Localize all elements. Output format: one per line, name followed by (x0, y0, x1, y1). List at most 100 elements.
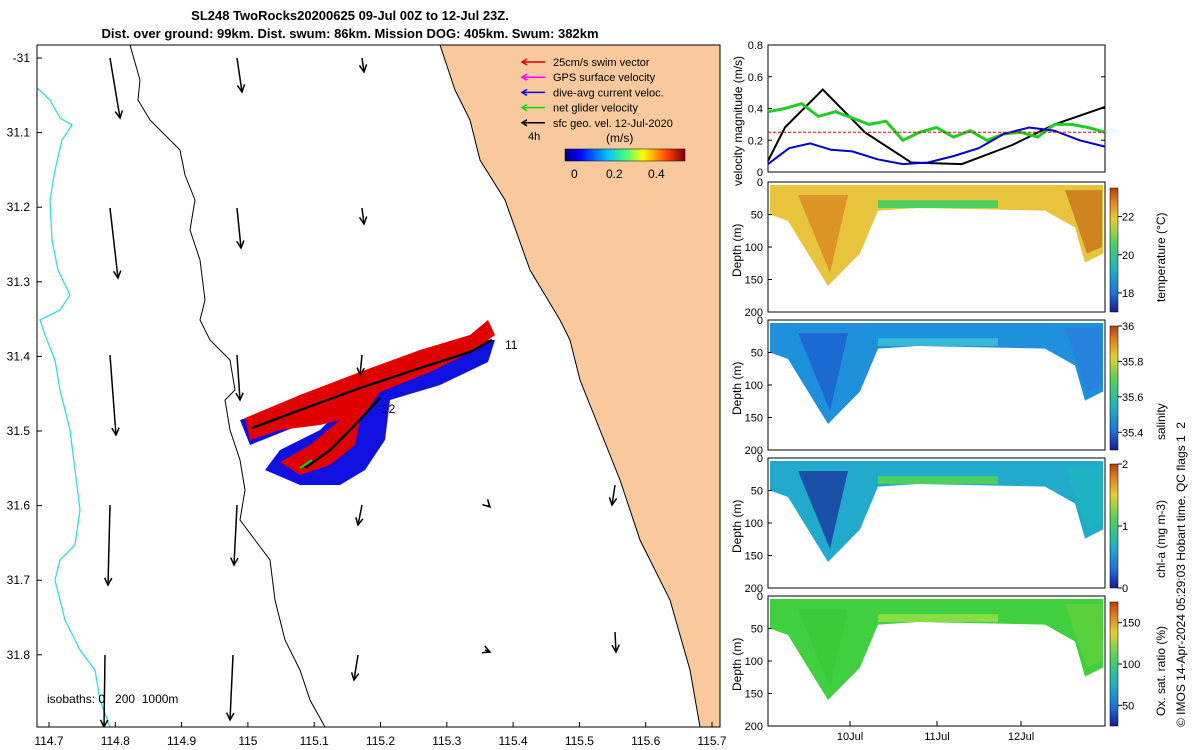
sfc-geo-arrow (103, 504, 113, 587)
speed-colorbar (564, 148, 686, 162)
latitude-axis: -31 31.1 31.2 31.3 31.4 31.5 31.6 31.7 31.8 (7, 51, 42, 662)
vel-ytick-label: 0.6 (748, 72, 763, 84)
sfc-geo-arrow (99, 654, 109, 727)
sfc-geo-arrow (608, 484, 618, 507)
sfc-geo-arrow (109, 57, 124, 120)
lat-tick-label: 31.7 (7, 573, 31, 587)
glider-path-line (251, 338, 493, 470)
day-label-11: 11 (505, 338, 518, 352)
lon-tick-label: 114.8 (101, 734, 130, 748)
sfc-geo-arrow (230, 504, 239, 567)
depth-tick-label: 150 (745, 275, 763, 287)
section-colorbar (1109, 463, 1119, 589)
section-panel-salinity: 0 50 100 150 200 Depth (m) 35.4 35.6 35.8 36 salin… (730, 315, 1168, 457)
colorbar-label: chl-a (mg m-3) (1154, 500, 1168, 578)
colorbar-tick-label: 100 (1122, 659, 1140, 671)
depth-tick-label: 100 (745, 656, 763, 668)
section-surface-band (878, 200, 998, 208)
time-tick-label: 10Jul (837, 731, 863, 743)
velocity-series-line (767, 88, 1106, 166)
velocity-series-line (767, 102, 1106, 143)
section-colorbar (1109, 601, 1119, 727)
depth-tick-label: 150 (745, 413, 763, 425)
scale-label-4h: 4h (528, 131, 540, 143)
sfc-geo-arrow (226, 654, 235, 722)
legend-arrowhead (520, 58, 528, 66)
isobath-1000m (37, 87, 111, 727)
sfc-geo-arrow (358, 57, 368, 74)
velocity-axes (767, 44, 1106, 173)
sfc-geo-arrow (235, 354, 244, 402)
colorbar-tick-label: 150 (1122, 618, 1140, 630)
colorbar-tick-label: 18 (1122, 288, 1134, 300)
lon-tick-label: 114.9 (167, 734, 196, 748)
lat-tick-label: -31 (13, 51, 31, 65)
figure-title-line2: Dist. over ground: 99km. Dist. swum: 86k… (101, 26, 599, 41)
colorbar-tick-label: 36 (1122, 321, 1134, 333)
depth-ylabel: Depth (m) (730, 500, 744, 553)
colorbar-tick-0: 0 (571, 167, 578, 181)
time-tick-label: 12Jul (1008, 731, 1034, 743)
lon-tick-label: 115.2 (366, 734, 395, 748)
section-core (798, 333, 848, 411)
lon-tick-label: 115.7 (697, 734, 726, 748)
section-colorbar (1109, 325, 1119, 451)
sfc-geo-arrow (356, 354, 365, 377)
day-label-12: 12 (382, 402, 396, 416)
depth-tick-label: 200 (745, 307, 763, 319)
depth-tick-label: 100 (745, 380, 763, 392)
vel-ytick-label: 0.2 (748, 135, 763, 147)
footer-credit: © IMOS 14-Apr-2024 05:29:03 Hobart time.… (1174, 422, 1188, 727)
section-panel-temperature: 0 50 100 150 200 Depth (m) 18 20 22 temperature (… (730, 177, 1168, 319)
velocity-ylabel: velocity magnitude (m/s) (731, 56, 745, 186)
colorbar-label: temperature (°C) (1154, 213, 1168, 303)
section-east-band (1065, 328, 1102, 392)
sfc-geo-velocity-arrows (99, 57, 620, 727)
legend-label: GPS surface velocity (553, 72, 656, 84)
velocity-panel: 0 0.2 0.4 0.6 0.8 velocity magnitude (m/s) (731, 40, 1106, 186)
depth-tick-label: 0 (757, 453, 763, 465)
lon-tick-label: 115 (238, 734, 257, 748)
sfc-geo-arrow (109, 354, 120, 437)
depth-tick-label: 100 (745, 242, 763, 254)
depth-tick-label: 200 (745, 445, 763, 457)
sfc-geo-arrow (236, 207, 245, 250)
section-surface-band (878, 476, 998, 484)
isobaths-label: isobaths: 0 200 1000m (47, 692, 178, 706)
depth-tick-label: 50 (751, 624, 763, 636)
colorbar-unit: (m/s) (606, 131, 633, 145)
sfc-geo-arrow (236, 57, 246, 94)
colorbar-tick-label: 35.6 (1122, 392, 1143, 404)
depth-tick-label: 50 (751, 348, 763, 360)
sfc-geo-arrow (350, 654, 360, 682)
net-glider-velocity (299, 459, 313, 469)
section-east-band (1065, 466, 1102, 530)
lon-tick-label: 115.6 (631, 734, 660, 748)
land-area (440, 45, 720, 727)
section-panel-ox.: 0 50 100 150 200 Depth (m) 50 100 150 Ox. sat. ra… (730, 591, 1168, 733)
glider-track: 11 12 (240, 320, 518, 485)
figure-title-line1: SL248 TwoRocks20200625 09-Jul 00Z to 12-… (191, 8, 509, 23)
depth-ylabel: Depth (m) (730, 362, 744, 415)
legend-label: sfc geo. vel. 12-Jul-2020 (553, 118, 673, 130)
depth-ylabel: Depth (m) (730, 224, 744, 277)
depth-tick-label: 150 (745, 689, 763, 701)
sfc-geo-arrow (358, 207, 368, 226)
sfc-geo-arrow (481, 645, 492, 654)
lat-tick-label: 31.1 (7, 126, 31, 140)
lon-tick-label: 115.5 (565, 734, 594, 748)
section-data-field (770, 185, 1103, 286)
colorbar-tick-0.2: 0.2 (606, 167, 623, 181)
sfc-geo-arrow (482, 499, 492, 509)
lat-tick-label: 31.3 (7, 275, 31, 289)
vel-ytick-label: 0.4 (748, 104, 763, 116)
section-data-field (770, 323, 1103, 424)
section-east-band (1065, 190, 1102, 254)
time-axis: 10Jul 11Jul 12Jul (837, 721, 1034, 743)
lat-tick-label: 31.4 (7, 349, 31, 363)
colorbar-tick-0.4: 0.4 (648, 167, 665, 181)
section-core (798, 195, 848, 273)
section-data-field (770, 461, 1103, 562)
